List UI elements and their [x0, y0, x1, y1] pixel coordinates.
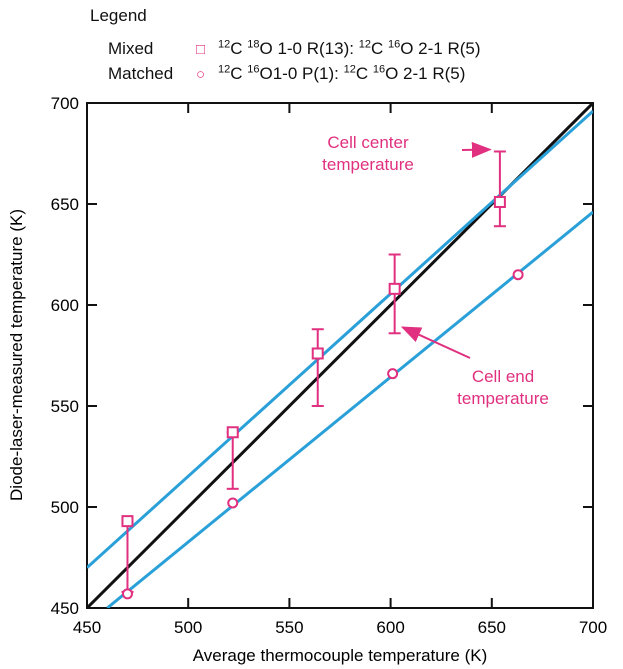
- matched-point: [227, 497, 239, 509]
- fit-mixed-line: [87, 109, 593, 569]
- y-tick-label: 450: [51, 599, 79, 618]
- isotope-superscript: 18: [247, 38, 260, 50]
- mixed-point: [388, 282, 401, 295]
- isotope-superscript: 12: [218, 38, 231, 50]
- annotation-text: Cell end: [472, 367, 534, 386]
- legend-title: Legend: [90, 6, 147, 25]
- annotation-arrow: [461, 141, 492, 158]
- y-tick-label: 600: [51, 296, 79, 315]
- annotation-arrow: [400, 326, 471, 359]
- y-tick-label: 700: [51, 94, 79, 113]
- x-tick-label: 450: [73, 618, 101, 637]
- matched-point: [121, 588, 133, 600]
- y-tick-label: 650: [51, 195, 79, 214]
- isotope-superscript: 12: [358, 38, 371, 50]
- y-tick-label: 550: [51, 397, 79, 416]
- legend-label-mixed: Mixed: [108, 38, 154, 58]
- legend-desc-mixed: 12C 18O 1-0 R(13): 12C 16O 2-1 R(5): [218, 38, 481, 58]
- x-tick-label: 700: [579, 618, 607, 637]
- circle-marker-icon: ○: [196, 65, 206, 83]
- x-tick-label: 550: [275, 618, 303, 637]
- plot-frame: [86, 102, 594, 609]
- matched-point: [512, 269, 524, 281]
- matched-point: [387, 368, 399, 380]
- fit-matched-line: [106, 210, 593, 608]
- y-axis-label: Diode-laser-measured temperature (K): [7, 209, 26, 501]
- square-marker-icon: □: [196, 40, 206, 58]
- mixed-point: [226, 426, 239, 439]
- legend-desc-matched: 12C 16O1-0 P(1): 12C 16O 2-1 R(5): [218, 63, 466, 83]
- mixed-point: [311, 347, 324, 360]
- isotope-superscript: 16: [372, 63, 386, 75]
- mixed-point: [121, 515, 134, 528]
- isotope-superscript: 12: [218, 63, 231, 75]
- y-tick-label: 500: [51, 498, 79, 517]
- legend-label-matched: Matched: [108, 63, 174, 83]
- annotation-text: temperature: [457, 389, 549, 408]
- annotation-text: Cell center: [327, 133, 409, 152]
- x-tick-label: 500: [174, 618, 202, 637]
- x-tick-label: 600: [376, 618, 404, 637]
- x-tick-label: 650: [478, 618, 506, 637]
- isotope-superscript: 12: [343, 63, 356, 75]
- legend-entry-mixed: Mixed □ 12C 18O 1-0 R(13): 12C 16O 2-1 R(5…: [108, 38, 481, 59]
- annotation-text: temperature: [322, 155, 414, 174]
- legend-entry-matched: Matched ○ 12C 16O1-0 P(1): 12C 16O 2-1 R(5…: [108, 63, 465, 84]
- isotope-superscript: 16: [387, 38, 401, 50]
- x-axis-label: Average thermocouple temperature (K): [193, 646, 488, 665]
- mixed-point: [493, 195, 506, 208]
- isotope-superscript: 16: [247, 63, 260, 75]
